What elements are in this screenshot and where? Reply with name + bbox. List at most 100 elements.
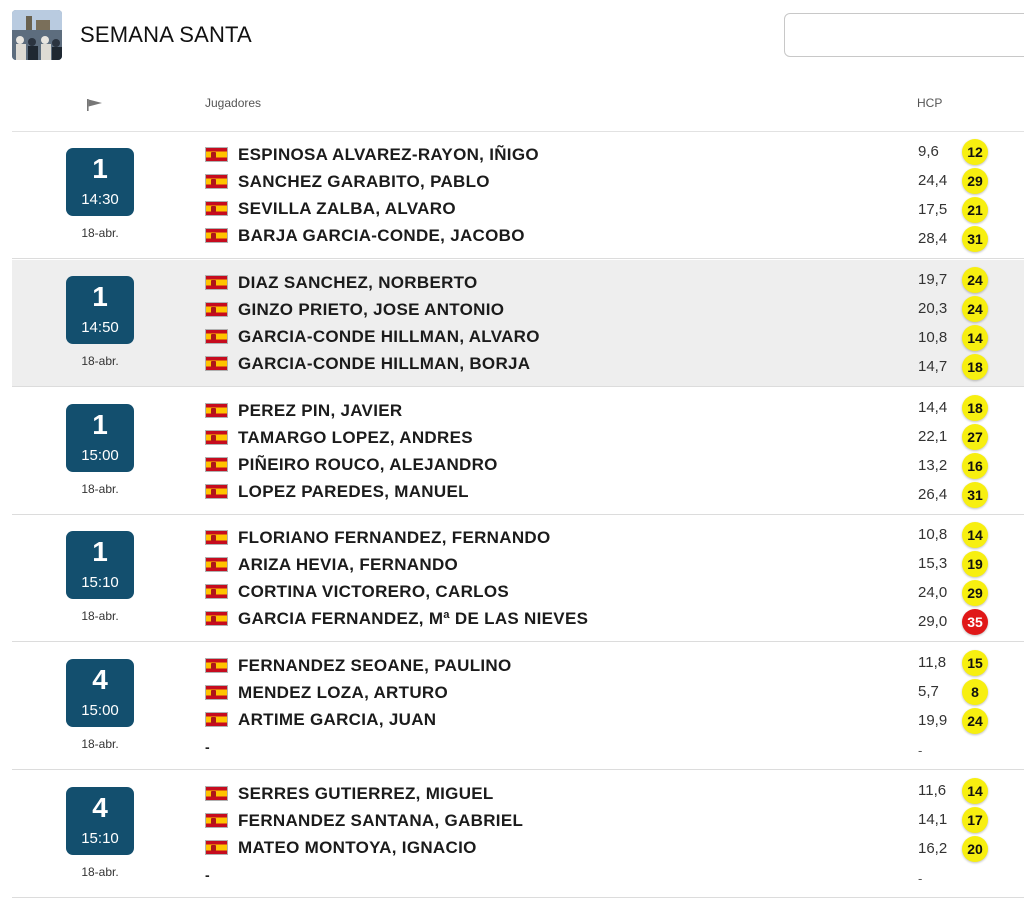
hcp-column-header: HCP: [917, 96, 943, 110]
spain-flag-icon: [205, 201, 228, 216]
player-row[interactable]: DIAZ SANCHEZ, NORBERTO: [205, 273, 905, 293]
header-divider: [12, 131, 1024, 132]
tee-time-group[interactable]: 1 14:50 18-abr. DIAZ SANCHEZ, NORBERTO GINZO…: [12, 260, 1024, 387]
event-thumbnail-image[interactable]: [12, 10, 62, 60]
player-name[interactable]: PEREZ PIN, JAVIER: [238, 401, 403, 420]
player-name[interactable]: GINZO PRIETO, JOSE ANTONIO: [238, 300, 505, 319]
tee-box: 1 14:50: [66, 276, 134, 344]
empty-player-slot: -: [205, 867, 210, 883]
hcp-value: 19,9: [918, 712, 948, 729]
empty-hcp: -: [918, 743, 923, 758]
spain-flag-icon: [205, 457, 228, 472]
tee-time: 14:30: [81, 191, 119, 208]
tee-time: 14:50: [81, 319, 119, 336]
hcp-value: 5,7: [918, 683, 939, 700]
player-row[interactable]: PEREZ PIN, JAVIER: [205, 401, 905, 421]
tee-time: 15:10: [81, 830, 119, 847]
player-name[interactable]: FERNANDEZ SANTANA, GABRIEL: [238, 811, 524, 830]
hcp-row: 14,7 18: [918, 354, 1024, 380]
tee-box: 1 15:00: [66, 404, 134, 472]
player-row[interactable]: SEVILLA ZALBA, ALVARO: [205, 199, 905, 219]
spain-flag-icon: [205, 658, 228, 673]
playing-hcp-badge: 19: [962, 551, 988, 577]
player-name[interactable]: FERNANDEZ SEOANE, PAULINO: [238, 656, 512, 675]
player-row[interactable]: FERNANDEZ SEOANE, PAULINO: [205, 656, 905, 676]
spain-flag-icon: [205, 712, 228, 727]
player-row[interactable]: SERRES GUTIERREZ, MIGUEL: [205, 784, 905, 804]
hcp-value: 15,3: [918, 555, 948, 572]
hcp-row: 28,4 31: [918, 226, 1024, 252]
player-row[interactable]: GARCIA-CONDE HILLMAN, ALVARO: [205, 327, 905, 347]
tee-time: 15:00: [81, 447, 119, 464]
playing-hcp-badge: 27: [962, 424, 988, 450]
hcp-value: 28,4: [918, 230, 948, 247]
player-row[interactable]: ESPINOSA ALVAREZ-RAYON, IÑIGO: [205, 145, 905, 165]
hcp-value: 22,1: [918, 428, 948, 445]
playing-hcp-badge: 14: [962, 325, 988, 351]
player-name[interactable]: PIÑEIRO ROUCO, ALEJANDRO: [238, 455, 498, 474]
tee-time-group[interactable]: 4 15:10 18-abr. SERRES GUTIERREZ, MIGUEL FER…: [12, 771, 1024, 898]
search-field[interactable]: [784, 13, 1024, 57]
hcp-row: 11,8 15: [918, 650, 1024, 676]
player-name[interactable]: ESPINOSA ALVAREZ-RAYON, IÑIGO: [238, 145, 539, 164]
flag-icon: [87, 99, 102, 111]
tee-time-group[interactable]: 1 15:00 18-abr. PEREZ PIN, JAVIER TAMARGO LO…: [12, 388, 1024, 515]
player-name[interactable]: FLORIANO FERNANDEZ, FERNANDO: [238, 528, 551, 547]
player-row[interactable]: GARCIA FERNANDEZ, Mª DE LAS NIEVES: [205, 609, 905, 629]
player-row[interactable]: BARJA GARCIA-CONDE, JACOBO: [205, 226, 905, 246]
page-title: SEMANA SANTA: [80, 22, 252, 47]
hcp-value: 14,7: [918, 358, 948, 375]
player-name[interactable]: CORTINA VICTORERO, CARLOS: [238, 582, 510, 601]
player-name[interactable]: GARCIA FERNANDEZ, Mª DE LAS NIEVES: [238, 609, 589, 628]
player-name[interactable]: MENDEZ LOZA, ARTURO: [238, 683, 448, 702]
hcp-row: 24,0 29: [918, 580, 1024, 606]
player-row[interactable]: LOPEZ PAREDES, MANUEL: [205, 482, 905, 502]
page-header: SEMANA SANTA: [0, 0, 1024, 75]
tee-time-group[interactable]: 4 15:00 18-abr. FERNANDEZ SEOANE, PAULINO ME…: [12, 643, 1024, 770]
hcp-value: 11,6: [918, 782, 947, 799]
event-photo-icon: [12, 10, 62, 60]
tee-time-group[interactable]: 1 15:10 18-abr. FLORIANO FERNANDEZ, FERNAND…: [12, 515, 1024, 642]
player-name[interactable]: LOPEZ PAREDES, MANUEL: [238, 482, 469, 501]
player-row[interactable]: SANCHEZ GARABITO, PABLO: [205, 172, 905, 192]
search-input[interactable]: [785, 14, 1024, 56]
hcp-value: 24,0: [918, 584, 948, 601]
player-row[interactable]: ARTIME GARCIA, JUAN: [205, 710, 905, 730]
player-name[interactable]: ARTIME GARCIA, JUAN: [238, 710, 437, 729]
player-row[interactable]: GINZO PRIETO, JOSE ANTONIO: [205, 300, 905, 320]
player-name[interactable]: DIAZ SANCHEZ, NORBERTO: [238, 273, 478, 292]
tee-time-group[interactable]: 1 14:30 18-abr. ESPINOSA ALVAREZ-RAYON, IÑI…: [12, 132, 1024, 259]
players-column-header: Jugadores: [205, 96, 262, 110]
player-name[interactable]: TAMARGO LOPEZ, ANDRES: [238, 428, 473, 447]
player-row[interactable]: FLORIANO FERNANDEZ, FERNANDO: [205, 528, 905, 548]
spain-flag-icon: [205, 557, 228, 572]
player-name[interactable]: ARIZA HEVIA, FERNANDO: [238, 555, 459, 574]
player-row[interactable]: GARCIA-CONDE HILLMAN, BORJA: [205, 354, 905, 374]
playing-hcp-badge: 14: [962, 522, 988, 548]
player-name[interactable]: GARCIA-CONDE HILLMAN, ALVARO: [238, 327, 540, 346]
player-name[interactable]: BARJA GARCIA-CONDE, JACOBO: [238, 226, 525, 245]
hcp-row: 19,9 24: [918, 708, 1024, 734]
player-row[interactable]: FERNANDEZ SANTANA, GABRIEL: [205, 811, 905, 831]
player-row[interactable]: CORTINA VICTORERO, CARLOS: [205, 582, 905, 602]
hcp-value: 10,8: [918, 329, 948, 346]
player-name[interactable]: SERRES GUTIERREZ, MIGUEL: [238, 784, 494, 803]
player-row[interactable]: TAMARGO LOPEZ, ANDRES: [205, 428, 905, 448]
player-row[interactable]: MENDEZ LOZA, ARTURO: [205, 683, 905, 703]
hcp-value: 19,7: [918, 271, 948, 288]
player-row[interactable]: MATEO MONTOYA, IGNACIO: [205, 838, 905, 858]
spain-flag-icon: [205, 584, 228, 599]
tee-date: 18-abr.: [81, 609, 119, 623]
player-row[interactable]: ARIZA HEVIA, FERNANDO: [205, 555, 905, 575]
player-name[interactable]: GARCIA-CONDE HILLMAN, BORJA: [238, 354, 531, 373]
hcp-row: 10,8 14: [918, 325, 1024, 351]
spain-flag-icon: [205, 840, 228, 855]
spain-flag-icon: [205, 430, 228, 445]
player-name[interactable]: MATEO MONTOYA, IGNACIO: [238, 838, 477, 857]
player-name[interactable]: SANCHEZ GARABITO, PABLO: [238, 172, 490, 191]
hcp-value: 10,8: [918, 526, 948, 543]
player-name[interactable]: SEVILLA ZALBA, ALVARO: [238, 199, 456, 218]
hcp-row: 17,5 21: [918, 197, 1024, 223]
playing-hcp-badge: 15: [962, 650, 988, 676]
player-row[interactable]: PIÑEIRO ROUCO, ALEJANDRO: [205, 455, 905, 475]
